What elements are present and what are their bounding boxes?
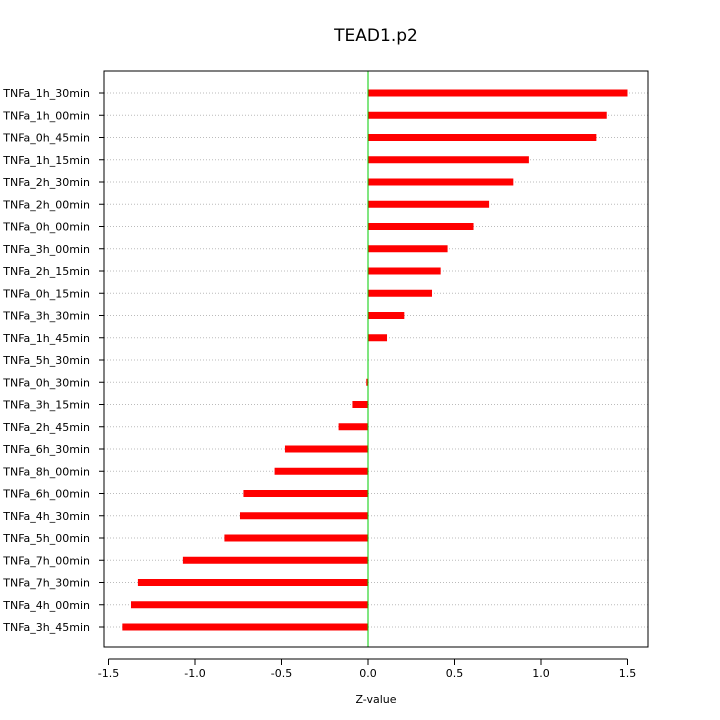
x-tick-label: 0.5 xyxy=(446,667,464,680)
bar xyxy=(130,601,368,609)
y-tick-label: TNFa_2h_15min xyxy=(2,265,90,278)
y-tick-label: TNFa_0h_15min xyxy=(2,287,90,300)
bar xyxy=(224,534,368,542)
y-tick-label: TNFa_3h_30min xyxy=(2,310,90,323)
bar xyxy=(368,156,529,164)
y-tick-label: TNFa_6h_30min xyxy=(2,443,90,456)
y-tick-label: TNFa_7h_30min xyxy=(2,577,90,590)
y-tick-label: TNFa_2h_45min xyxy=(2,421,90,434)
y-tick-label: TNFa_1h_00min xyxy=(2,109,90,122)
bar xyxy=(239,512,368,520)
bars xyxy=(122,89,628,631)
y-axis: TNFa_1h_30min TNFa_1h_00min TNFa_0h_45min T… xyxy=(2,87,104,634)
bar xyxy=(284,445,368,453)
y-tick-label: TNFa_1h_15min xyxy=(2,154,90,167)
y-tick-label: TNFa_8h_00min xyxy=(2,465,90,478)
y-tick-label: TNFa_5h_30min xyxy=(2,354,90,367)
x-axis-label: Z-value xyxy=(355,693,396,706)
x-tick-label: -1.0 xyxy=(184,667,205,680)
bar xyxy=(368,134,597,141)
y-tick-label: TNFa_1h_45min xyxy=(2,332,90,345)
y-tick-label: TNFa_3h_15min xyxy=(2,399,90,412)
x-tick-label: 0.0 xyxy=(359,667,377,680)
x-tick-label: -1.5 xyxy=(98,667,119,680)
y-tick-label: TNFa_7h_00min xyxy=(2,554,90,567)
bar xyxy=(368,245,448,253)
y-tick-label: TNFa_2h_30min xyxy=(2,176,90,189)
y-tick-label: TNFa_1h_30min xyxy=(2,87,90,100)
y-tick-label: TNFa_4h_30min xyxy=(2,510,90,523)
bar xyxy=(338,423,368,431)
y-tick-label: TNFa_3h_45min xyxy=(2,621,90,634)
y-tick-label: TNFa_0h_45min xyxy=(2,132,90,145)
y-tick-label: TNFa_6h_00min xyxy=(2,488,90,501)
bar xyxy=(368,111,607,119)
bar xyxy=(182,556,368,564)
bar xyxy=(137,579,368,586)
y-tick-label: TNFa_5h_00min xyxy=(2,532,90,545)
bar xyxy=(274,467,368,475)
y-tick-label: TNFa_0h_00min xyxy=(2,221,90,234)
bar xyxy=(368,178,514,186)
x-tick-label: 1.5 xyxy=(619,667,637,680)
x-tick-label: -0.5 xyxy=(271,667,292,680)
y-tick-label: TNFa_4h_00min xyxy=(2,599,90,612)
grid-lines xyxy=(104,92,648,628)
bar xyxy=(368,289,433,297)
bar xyxy=(368,334,388,342)
x-axis: -1.5 -1.0 -0.5 0.0 0.5 1.0 1.5 xyxy=(98,658,637,680)
bar xyxy=(122,623,368,631)
bar xyxy=(368,200,490,208)
bar xyxy=(368,267,441,275)
y-tick-label: TNFa_2h_00min xyxy=(2,198,90,211)
bar xyxy=(368,223,474,230)
bar xyxy=(368,89,628,97)
x-tick-label: 1.0 xyxy=(532,667,550,680)
plot-frame xyxy=(103,70,649,648)
bar xyxy=(366,378,368,386)
bar xyxy=(352,401,368,408)
bar xyxy=(243,490,368,497)
chart-title: TEAD1.p2 xyxy=(333,26,418,46)
bar xyxy=(368,312,405,319)
y-tick-label: TNFa_3h_00min xyxy=(2,243,90,256)
y-tick-label: TNFa_0h_30min xyxy=(2,376,90,389)
